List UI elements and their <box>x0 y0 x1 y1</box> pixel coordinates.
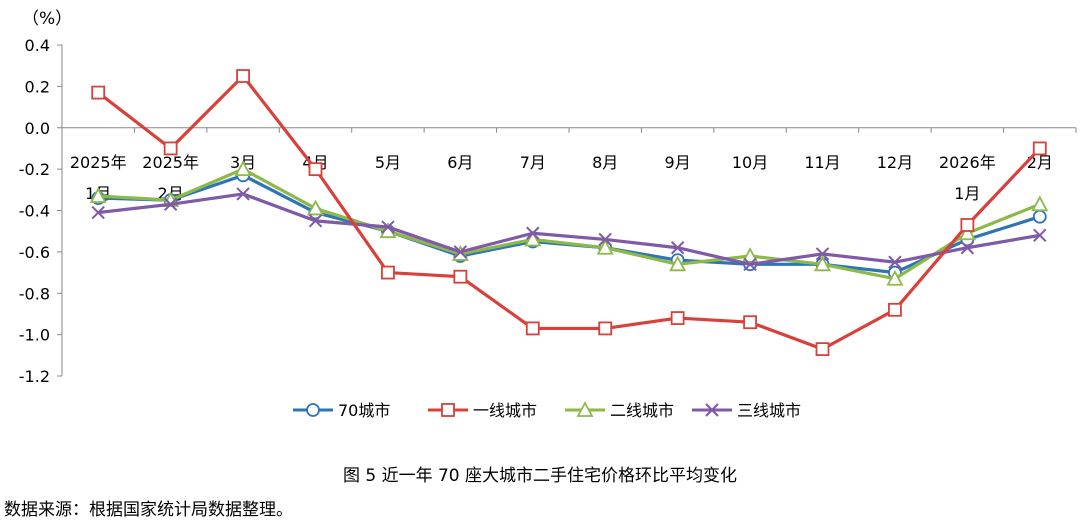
series-line <box>98 192 1041 266</box>
y-tick-label: -0.6 <box>19 243 50 262</box>
x-tick-label: 8月 <box>592 153 618 172</box>
series-4 <box>91 187 1047 271</box>
data-point <box>670 311 685 325</box>
data-point <box>91 205 105 220</box>
data-point <box>743 315 757 330</box>
data-point <box>525 321 540 336</box>
data-point <box>453 245 468 259</box>
data-point <box>91 85 106 100</box>
series-3 <box>89 160 1049 286</box>
figure-caption: 图 5 近一年 70 座大城市二手住宅价格环比平均变化 <box>343 466 737 486</box>
data-point <box>888 255 902 269</box>
data-point <box>1032 141 1047 156</box>
data-point <box>381 220 395 234</box>
data-point <box>958 224 976 241</box>
data-point <box>89 187 107 203</box>
x-tick-label: 6月 <box>447 153 473 172</box>
y-tick-label: 0.0 <box>25 119 50 138</box>
series-2 <box>91 69 1047 357</box>
data-point <box>596 238 614 255</box>
y-tick-label: 0.4 <box>25 36 50 55</box>
data-point <box>308 214 323 228</box>
data-point <box>886 269 904 286</box>
x-tick-label: 2026年 1月 <box>939 153 996 203</box>
legend-item: 二线城市 <box>565 401 674 420</box>
y-tick-label: -0.4 <box>19 202 50 221</box>
data-point <box>308 162 323 177</box>
x-tick-label: 10月 <box>732 153 768 172</box>
data-point <box>236 187 250 201</box>
data-point <box>815 247 830 261</box>
data-point <box>1033 228 1047 243</box>
legend-label: 二线城市 <box>610 401 674 420</box>
data-point <box>163 197 178 212</box>
series-line <box>98 167 1041 281</box>
x-tick-label: 9月 <box>665 153 691 172</box>
axes: 0.40.20.0-0.2-0.4-0.6-0.8-1.0-1.22025年1月… <box>19 36 1077 386</box>
data-point <box>888 302 902 317</box>
data-point <box>526 226 540 240</box>
data-point <box>236 69 250 83</box>
legend-marker <box>306 403 320 417</box>
data-point <box>670 241 685 255</box>
data-point <box>306 199 325 216</box>
y-tick-label: -1.2 <box>19 367 50 386</box>
data-point <box>598 232 612 247</box>
data-point <box>163 141 178 156</box>
y-tick-label: -0.8 <box>19 284 50 303</box>
data-point <box>1032 209 1047 224</box>
legend-label: 一线城市 <box>473 401 537 420</box>
data-point <box>960 218 975 232</box>
data-point <box>743 257 757 271</box>
data-point <box>453 269 468 284</box>
legend-label: 70城市 <box>338 401 390 420</box>
x-tick-label: 2月 <box>1027 153 1053 172</box>
legend-item: 70城市 <box>293 401 390 420</box>
legend-item: 一线城市 <box>428 401 537 420</box>
data-point <box>598 321 613 336</box>
data-point <box>234 160 252 177</box>
data-point <box>813 255 832 272</box>
series-line <box>97 74 1041 351</box>
legend-marker <box>441 403 455 417</box>
data-source-note: 数据来源：根据国家统计局数据整理。 <box>4 500 293 520</box>
data-point <box>960 241 975 255</box>
x-tick-label: 5月 <box>375 153 401 172</box>
data-point <box>524 230 542 247</box>
data-point <box>381 265 395 280</box>
data-point <box>741 247 759 263</box>
x-tick-label: 7月 <box>520 153 546 172</box>
y-unit-label: （%） <box>22 9 72 29</box>
series-layer <box>89 69 1049 357</box>
y-tick-label: -1.0 <box>19 326 50 345</box>
legend-marker <box>705 403 719 417</box>
legend-marker <box>576 401 594 417</box>
data-point <box>1031 195 1049 212</box>
x-tick-label: 11月 <box>804 153 840 172</box>
y-tick-label: -0.2 <box>19 160 50 179</box>
legend-item: 三线城市 <box>692 401 801 420</box>
data-point <box>669 255 687 272</box>
x-tick-label: 12月 <box>877 153 913 172</box>
legend-label: 三线城市 <box>737 401 801 420</box>
data-point <box>815 342 830 357</box>
legend: 70城市 一线城市 二线城市 三线城市 <box>293 401 801 420</box>
y-tick-label: 0.2 <box>25 77 50 96</box>
